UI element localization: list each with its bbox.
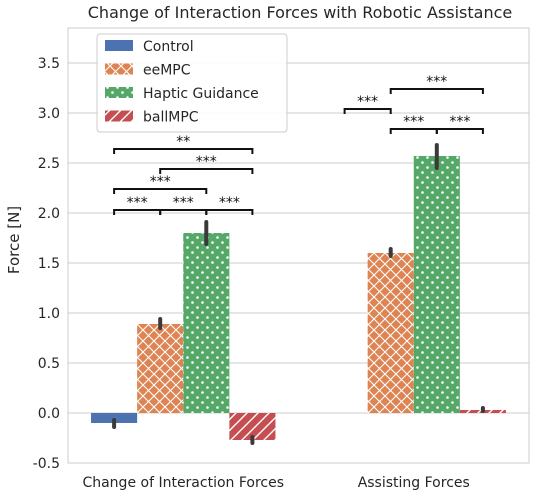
significance-bracket	[435, 128, 484, 134]
y-axis-title: Force [N]	[5, 206, 23, 274]
significance-label: ***	[357, 94, 378, 110]
legend-label: ballMPC	[143, 110, 199, 126]
bar	[367, 253, 414, 413]
x-tick-label: Change of Interaction Forces	[82, 475, 284, 491]
significance-label: ***	[219, 195, 240, 211]
significance-bracket	[389, 88, 484, 94]
legend-swatch	[105, 87, 133, 98]
bars	[91, 156, 506, 440]
legend-swatch	[105, 63, 133, 75]
legend-label: eeMPC	[143, 63, 191, 79]
legend-label: Haptic Guidance	[143, 86, 259, 102]
significance-label: ***	[449, 114, 470, 130]
y-tick-label: 3.5	[38, 56, 60, 72]
significance-label: ***	[403, 114, 424, 130]
x-tick-labels: Change of Interaction Forces Assisting Fo…	[82, 475, 469, 491]
bar	[183, 233, 230, 413]
y-tick-label: 3.0	[38, 106, 60, 122]
significance-bracket	[113, 188, 208, 194]
y-tick-label: 2.0	[38, 206, 60, 222]
significance-label: ***	[150, 174, 171, 190]
significance-bracket	[113, 148, 254, 154]
significance-label: **	[176, 134, 190, 150]
legend-swatch	[105, 40, 133, 51]
y-tick-label: 0.0	[38, 406, 60, 422]
y-tick-labels: -0.5 0.0 0.5 1.0 1.5 2.0 2.5 3.0 3.5	[33, 56, 60, 472]
legend: Control eeMPC Haptic Guidance ballMPC	[96, 33, 288, 133]
significance-bracket	[159, 168, 254, 174]
bar	[413, 156, 460, 413]
x-tick-label: Assisting Forces	[358, 475, 470, 491]
significance-label: ***	[173, 195, 194, 211]
significance-label: ***	[196, 154, 217, 170]
significance-brackets: *** *** ***************** ******	[113, 74, 484, 215]
y-tick-label: 0.5	[38, 356, 60, 372]
chart-title: Change of Interaction Forces with Roboti…	[88, 3, 512, 22]
bar	[137, 324, 184, 413]
legend-box	[96, 33, 288, 133]
y-tick-label: 2.5	[38, 156, 60, 172]
legend-label: Control	[143, 39, 194, 55]
y-tick-label: 1.5	[38, 256, 60, 272]
significance-label: ***	[127, 195, 148, 211]
y-tick-label: -0.5	[33, 456, 60, 472]
legend-swatch	[105, 110, 133, 122]
significance-label: ***	[426, 74, 447, 90]
significance-bracket	[205, 209, 254, 215]
y-tick-label: 1.0	[38, 306, 60, 322]
significance-bracket	[343, 108, 392, 114]
plot-frame	[67, 27, 530, 464]
error-bars	[112, 143, 485, 445]
